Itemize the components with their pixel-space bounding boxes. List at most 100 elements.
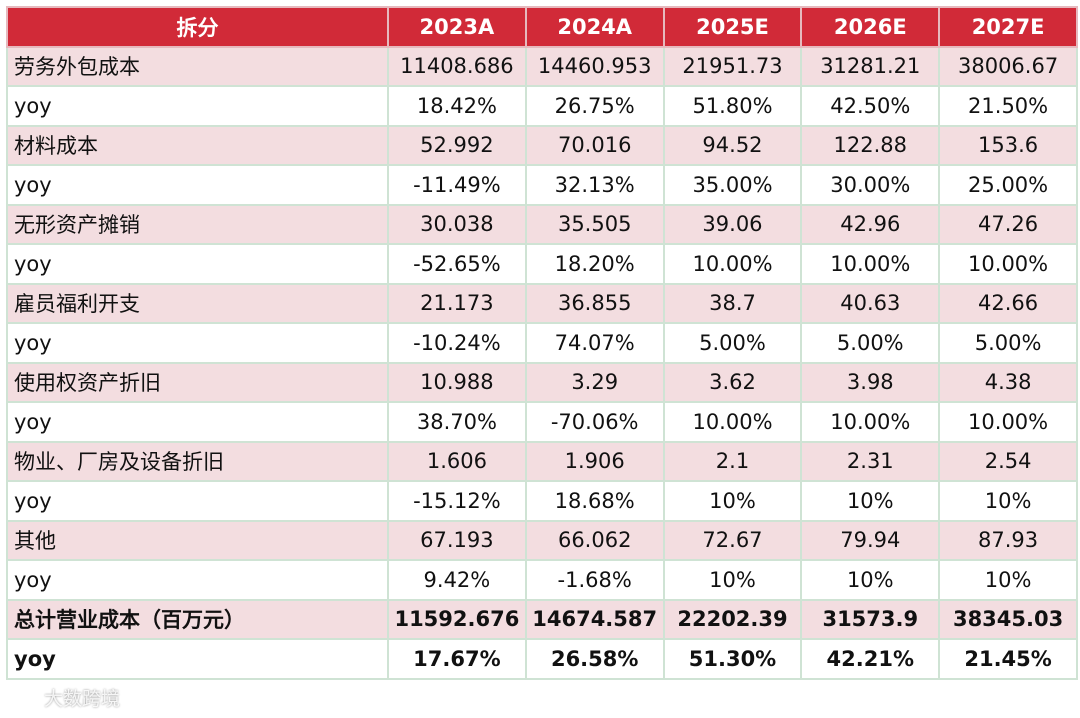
row-label: 总计营业成本（百万元）: [6, 598, 389, 640]
table-row: yoy 9.42% -1.68% 10% 10% 10%: [6, 559, 1078, 601]
table-row: yoy 17.67% 26.58% 51.30% 42.21% 21.45%: [6, 638, 1078, 680]
value-cell: 39.06: [662, 203, 803, 245]
value-cell: 10.00%: [938, 243, 1078, 285]
value-cell: 38345.03: [938, 598, 1078, 640]
header-cell: 2027E: [938, 6, 1078, 48]
row-label: 雇员福利开支: [6, 282, 389, 324]
value-cell: 9.42%: [387, 559, 527, 601]
row-label: yoy: [6, 638, 389, 680]
value-cell: 42.50%: [800, 85, 941, 127]
row-label: 无形资产摊销: [6, 203, 389, 245]
value-cell: 30.038: [387, 203, 527, 245]
value-cell: 3.98: [800, 361, 941, 403]
row-label: yoy: [6, 322, 389, 364]
row-label: 材料成本: [6, 124, 389, 166]
header-row: 拆分 2023A 2024A 2025E 2026E 2027E: [6, 6, 1078, 48]
row-label: 使用权资产折旧: [6, 361, 389, 403]
value-cell: 22202.39: [662, 598, 803, 640]
value-cell: 66.062: [524, 519, 665, 561]
header-cell: 2025E: [662, 6, 803, 48]
value-cell: 1.906: [524, 440, 665, 482]
row-label: 劳务外包成本: [6, 45, 389, 87]
table-row: yoy -15.12% 18.68% 10% 10% 10%: [6, 480, 1078, 522]
value-cell: 14460.953: [524, 45, 665, 87]
header-cell: 拆分: [6, 6, 389, 48]
value-cell: 51.30%: [662, 638, 803, 680]
row-label: 物业、厂房及设备折旧: [6, 440, 389, 482]
value-cell: 10.00%: [938, 401, 1078, 443]
value-cell: 26.75%: [524, 85, 665, 127]
table-row: yoy -10.24% 74.07% 5.00% 5.00% 5.00%: [6, 322, 1078, 364]
header-cell: 2023A: [387, 6, 527, 48]
value-cell: 40.63: [800, 282, 941, 324]
table-row: 使用权资产折旧 10.988 3.29 3.62 3.98 4.38: [6, 361, 1078, 403]
value-cell: 72.67: [662, 519, 803, 561]
row-label: yoy: [6, 243, 389, 285]
table-row: yoy -52.65% 18.20% 10.00% 10.00% 10.00%: [6, 243, 1078, 285]
value-cell: 32.13%: [524, 164, 665, 206]
value-cell: 11592.676: [387, 598, 527, 640]
value-cell: 21951.73: [662, 45, 803, 87]
cost-breakdown-table: 拆分 2023A 2024A 2025E 2026E 2027E 劳务外包成本 1…: [6, 6, 1078, 680]
value-cell: 47.26: [938, 203, 1078, 245]
header-cell: 2024A: [524, 6, 665, 48]
value-cell: 18.68%: [524, 480, 665, 522]
value-cell: 2.1: [662, 440, 803, 482]
value-cell: 31281.21: [800, 45, 941, 87]
value-cell: 21.45%: [938, 638, 1078, 680]
value-cell: 26.58%: [524, 638, 665, 680]
value-cell: 17.67%: [387, 638, 527, 680]
value-cell: 10.00%: [800, 401, 941, 443]
table-body: 劳务外包成本 11408.686 14460.953 21951.73 31281.21…: [6, 45, 1078, 680]
table-row: 其他 67.193 66.062 72.67 79.94 87.93: [6, 519, 1078, 561]
value-cell: 74.07%: [524, 322, 665, 364]
value-cell: 42.66: [938, 282, 1078, 324]
row-label: yoy: [6, 401, 389, 443]
table-row: 总计营业成本（百万元） 11592.676 14674.587 22202.39 315…: [6, 598, 1078, 640]
table-row: 无形资产摊销 30.038 35.505 39.06 42.96 47.26: [6, 203, 1078, 245]
value-cell: 30.00%: [800, 164, 941, 206]
value-cell: 10%: [800, 559, 941, 601]
value-cell: 10%: [938, 480, 1078, 522]
value-cell: 14674.587: [524, 598, 665, 640]
value-cell: 21.173: [387, 282, 527, 324]
value-cell: 35.505: [524, 203, 665, 245]
value-cell: 38006.67: [938, 45, 1078, 87]
table-row: 材料成本 52.992 70.016 94.52 122.88 153.6: [6, 124, 1078, 166]
value-cell: 38.7: [662, 282, 803, 324]
value-cell: 31573.9: [800, 598, 941, 640]
value-cell: 36.855: [524, 282, 665, 324]
value-cell: 2.31: [800, 440, 941, 482]
value-cell: 79.94: [800, 519, 941, 561]
table-row: 劳务外包成本 11408.686 14460.953 21951.73 31281.21…: [6, 45, 1078, 87]
value-cell: -11.49%: [387, 164, 527, 206]
value-cell: 5.00%: [662, 322, 803, 364]
value-cell: 52.992: [387, 124, 527, 166]
value-cell: -15.12%: [387, 480, 527, 522]
value-cell: 10.00%: [662, 243, 803, 285]
value-cell: 10%: [662, 559, 803, 601]
header-cell: 2026E: [800, 6, 941, 48]
row-label: yoy: [6, 164, 389, 206]
table-row: yoy -11.49% 32.13% 35.00% 30.00% 25.00%: [6, 164, 1078, 206]
value-cell: 11408.686: [387, 45, 527, 87]
table-row: yoy 18.42% 26.75% 51.80% 42.50% 21.50%: [6, 85, 1078, 127]
value-cell: 51.80%: [662, 85, 803, 127]
value-cell: 67.193: [387, 519, 527, 561]
value-cell: 42.96: [800, 203, 941, 245]
value-cell: 3.29: [524, 361, 665, 403]
value-cell: 5.00%: [800, 322, 941, 364]
value-cell: 35.00%: [662, 164, 803, 206]
value-cell: 10.00%: [800, 243, 941, 285]
value-cell: 3.62: [662, 361, 803, 403]
value-cell: 122.88: [800, 124, 941, 166]
value-cell: -70.06%: [524, 401, 665, 443]
watermark-text: 大数跨境: [44, 688, 121, 710]
row-label: yoy: [6, 559, 389, 601]
row-label: yoy: [6, 480, 389, 522]
value-cell: 10%: [800, 480, 941, 522]
value-cell: 2.54: [938, 440, 1078, 482]
wechat-logo-icon: [8, 684, 38, 711]
value-cell: 1.606: [387, 440, 527, 482]
watermark: 大数跨境: [8, 684, 120, 711]
